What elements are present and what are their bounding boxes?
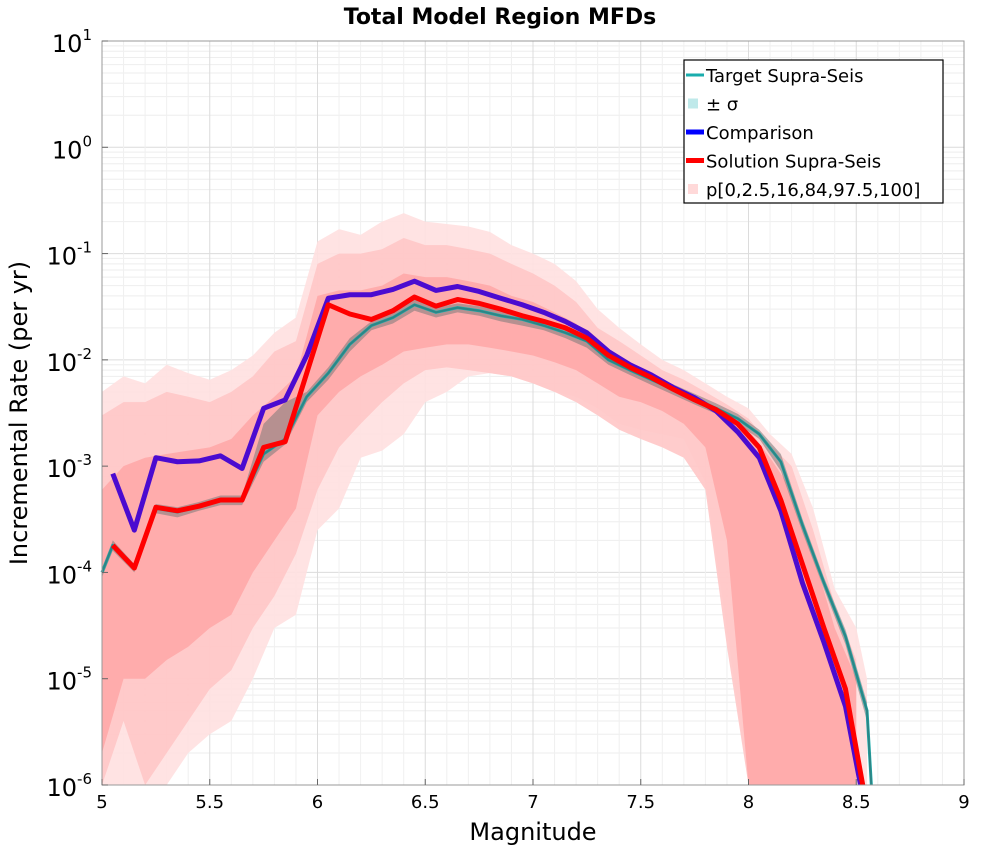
x-tick-label: 8 [743, 792, 754, 813]
x-tick-label: 5.5 [195, 792, 224, 813]
legend-label: Target Supra-Seis [705, 66, 863, 87]
percentile-band [102, 238, 857, 785]
legend: Target Supra-Seis ± σ Comparison Solution S… [683, 59, 944, 204]
sigma-band [102, 299, 868, 722]
y-tick-label: 10-6 [46, 770, 92, 802]
y-tick-label: 10-4 [46, 557, 92, 589]
solution-supra-seis-line [110, 294, 866, 786]
legend-box [683, 59, 944, 204]
y-tick-label: 101 [52, 26, 92, 58]
x-tick-label: 5 [96, 792, 107, 813]
chart-title: Total Model Region MFDs [344, 5, 657, 30]
series-lines [100, 278, 873, 786]
x-tick-label: 8.5 [842, 792, 871, 813]
y-axis-label: Incremental Rate (per yr) [5, 261, 33, 565]
x-tick-label: 6.5 [411, 792, 440, 813]
legend-label: p[0,2.5,16,84,97.5,100] [706, 180, 920, 201]
x-tick-label: 9 [958, 792, 969, 813]
y-tick-label: 100 [52, 132, 92, 164]
y-tick-label: 10-2 [46, 345, 92, 377]
comparison-line [110, 278, 864, 786]
x-tick-label: 7 [527, 792, 538, 813]
legend-label: Solution Supra-Seis [706, 152, 881, 173]
x-tick-label: 6 [312, 792, 323, 813]
x-ticks: 5 5.5 6 6.5 7 7.5 8 8.5 9 [96, 779, 970, 813]
x-axis-label: Magnitude [469, 818, 596, 846]
legend-swatch-sigma [688, 98, 698, 109]
x-tick-label: 7.5 [626, 792, 655, 813]
legend-swatch-p-0-2-5-16-84-97-5-100 [688, 184, 698, 194]
legend-label: Comparison [706, 123, 814, 144]
legend-label: ± σ [706, 95, 738, 116]
sigma-band-area [102, 299, 868, 722]
y-tick-label: 10-5 [46, 664, 92, 696]
y-tick-label: 10-3 [46, 451, 92, 483]
y-tick-label: 10-1 [46, 239, 92, 271]
y-ticks: 101 100 10-1 10-2 10-3 10-4 10-5 10-6 [46, 26, 108, 802]
